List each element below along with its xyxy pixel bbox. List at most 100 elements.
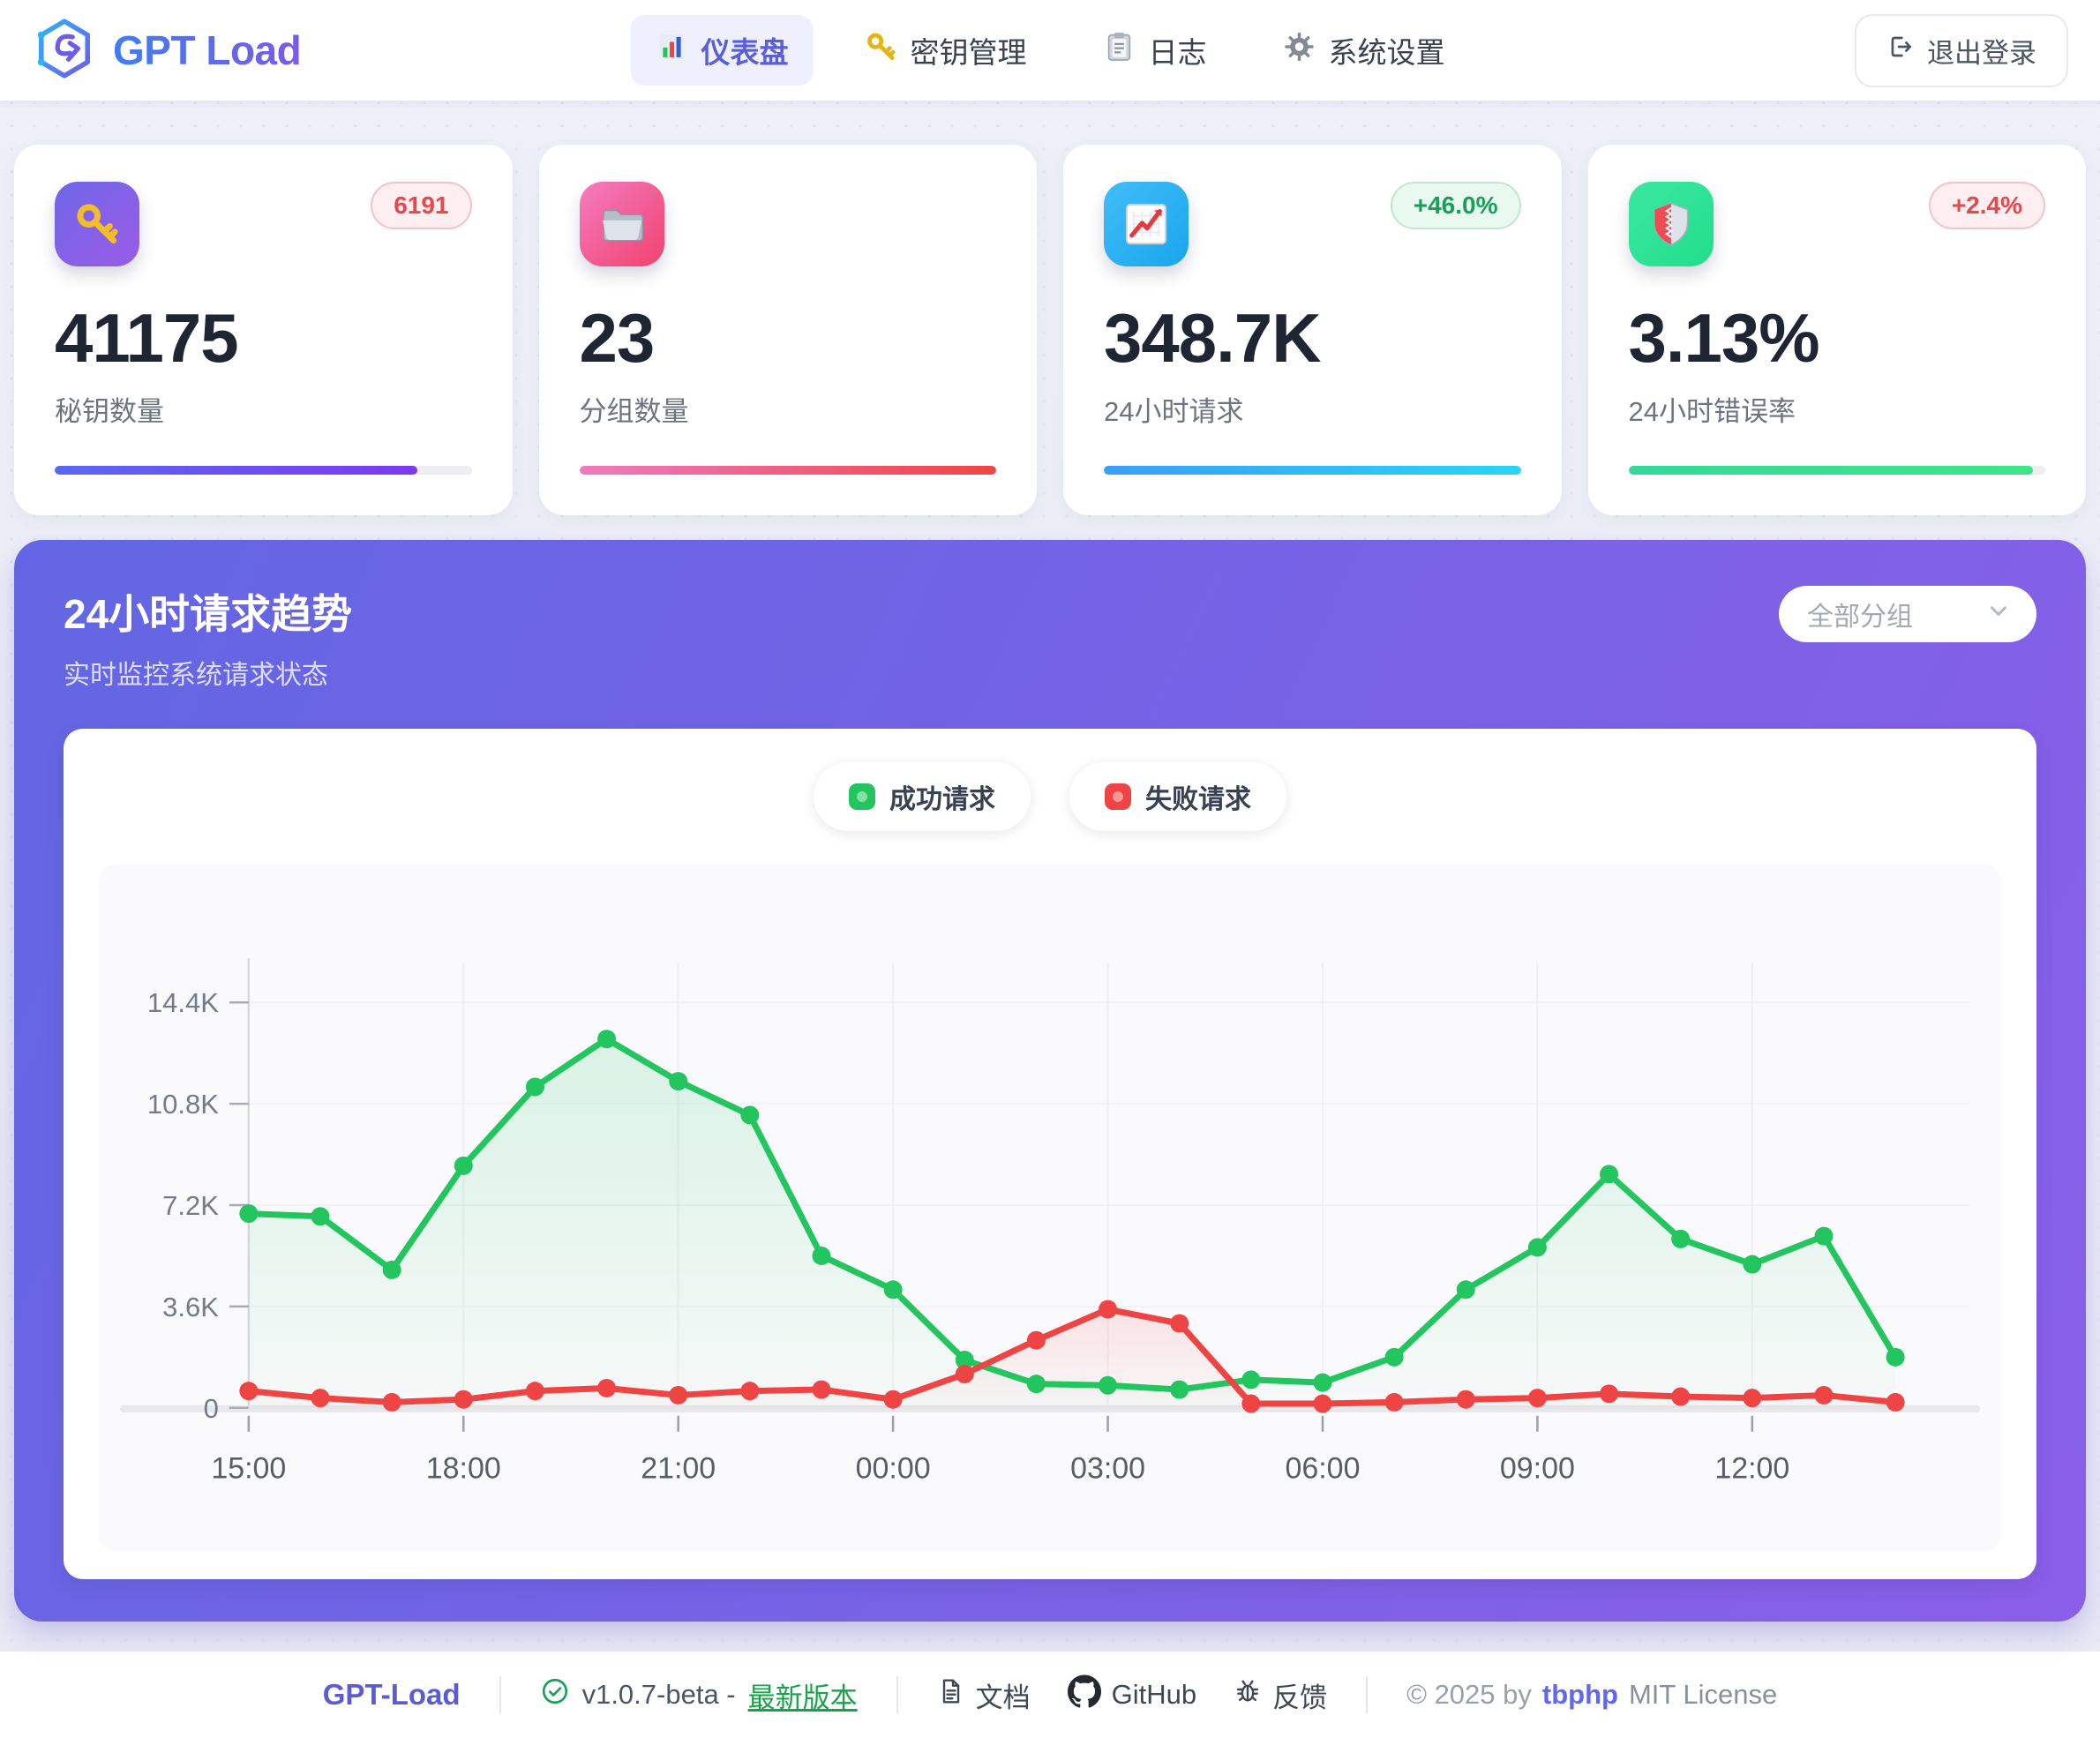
main-content: 6191 41175 秘钥数量 23 分组数量 [0, 101, 2100, 1650]
stat-progress-track [579, 466, 996, 475]
stat-progress-track [55, 466, 472, 475]
stat-value: 3.13% [1628, 299, 1820, 377]
legend-failure[interactable]: 失败请求 [1069, 762, 1286, 831]
chart-increasing-icon [1104, 182, 1189, 266]
trend-title: 24小时请求趋势 [64, 591, 353, 637]
github-icon [1067, 1674, 1101, 1715]
github-link[interactable]: GitHub [1067, 1674, 1197, 1715]
svg-text:14.4K: 14.4K [147, 987, 219, 1018]
logout-button[interactable]: 退出登录 [1855, 13, 2068, 87]
nav-label: 系统设置 [1328, 36, 1445, 69]
svg-text:0: 0 [204, 1393, 219, 1424]
svg-text:3.6K: 3.6K [162, 1292, 219, 1322]
svg-text:09:00: 09:00 [1500, 1452, 1575, 1486]
footer-version: v1.0.7-beta - 最新版本 [540, 1675, 858, 1715]
stat-value: 23 [579, 299, 656, 377]
divider [499, 1676, 501, 1713]
nav-label: 密钥管理 [910, 36, 1027, 69]
brand[interactable]: GPT Load [32, 16, 302, 86]
logout-icon [1886, 33, 1915, 68]
key-icon [55, 182, 139, 266]
stat-progress-fill [579, 466, 996, 475]
stat-card-groups: 23 分组数量 [538, 145, 1037, 515]
nav-key-management[interactable]: 密钥管理 [840, 15, 1052, 86]
stat-badge: +46.0% [1390, 182, 1521, 230]
divider [896, 1676, 898, 1713]
feedback-label: 反馈 [1272, 1682, 1328, 1713]
stat-value: 348.7K [1104, 299, 1322, 377]
svg-text:15:00: 15:00 [211, 1452, 286, 1486]
stat-card-requests: +46.0% 348.7K 24小时请求 [1063, 145, 1562, 515]
app-logo-icon [32, 16, 97, 86]
trend-subtitle: 实时监控系统请求状态 [64, 661, 328, 690]
nav-logs[interactable]: 日志 [1078, 15, 1232, 86]
stat-label: 24小时请求 [1104, 396, 1244, 427]
stat-progress-fill [1628, 466, 2033, 475]
trend-panel: 24小时请求趋势 实时监控系统请求状态 全部分组 成功请求 失败请求 [14, 540, 2086, 1622]
svg-text:10.8K: 10.8K [147, 1089, 219, 1120]
svg-text:03:00: 03:00 [1070, 1452, 1145, 1486]
failure-swatch-icon [1105, 783, 1131, 810]
document-icon [937, 1677, 965, 1712]
footer-copyright: © 2025 by tbphp MIT License [1406, 1679, 1777, 1711]
stat-badge: 6191 [371, 182, 472, 230]
legend-success[interactable]: 成功请求 [814, 762, 1031, 831]
latest-version-link[interactable]: 最新版本 [747, 1682, 858, 1713]
folder-icon [579, 182, 664, 266]
clipboard-icon [1103, 30, 1136, 71]
feedback-link[interactable]: 反馈 [1234, 1675, 1327, 1715]
bar-chart-icon [656, 30, 689, 71]
divider [1366, 1676, 1369, 1713]
logout-label: 退出登录 [1927, 37, 2036, 69]
nav-label: 仪表盘 [701, 36, 789, 69]
stats-row: 6191 41175 秘钥数量 23 分组数量 [14, 145, 2086, 515]
check-circle-icon [540, 1676, 570, 1713]
gear-icon [1283, 30, 1316, 71]
author-link[interactable]: tbphp [1541, 1679, 1618, 1710]
github-label: GitHub [1111, 1679, 1197, 1710]
legend-label: 成功请求 [889, 785, 995, 814]
main-nav: 仪表盘 密钥管理 [630, 15, 1470, 86]
stat-label: 秘钥数量 [55, 396, 164, 427]
footer-brand: GPT-Load [322, 1678, 461, 1711]
app-header: GPT Load 仪表盘 [0, 0, 2100, 101]
nav-label: 日志 [1148, 36, 1207, 69]
svg-text:00:00: 00:00 [856, 1452, 931, 1486]
svg-text:7.2K: 7.2K [162, 1190, 219, 1221]
app-footer: GPT-Load v1.0.7-beta - 最新版本 文档 [0, 1650, 2100, 1738]
group-filter-select[interactable]: 全部分组 [1779, 586, 2036, 642]
stat-label: 24小时错误率 [1628, 396, 1796, 427]
stat-card-error-rate: +2.4% 3.13% 24小时错误率 [1587, 145, 2086, 515]
nav-settings[interactable]: 系统设置 [1258, 15, 1470, 86]
copyright-text: © 2025 by [1406, 1679, 1532, 1710]
key-icon [865, 30, 898, 71]
docs-label: 文档 [975, 1682, 1031, 1713]
stat-card-keys: 6191 41175 秘钥数量 [14, 145, 513, 515]
footer-links: 文档 GitHub 反馈 [937, 1674, 1327, 1715]
svg-text:12:00: 12:00 [1714, 1452, 1789, 1486]
stat-progress-track [1628, 466, 2045, 475]
stat-badge: +2.4% [1928, 182, 2045, 230]
nav-dashboard[interactable]: 仪表盘 [630, 15, 814, 86]
stat-progress-track [1104, 466, 1521, 475]
group-filter-value: 全部分组 [1807, 603, 1913, 632]
chevron-down-icon [1985, 597, 2012, 631]
shield-icon [1628, 182, 1714, 266]
version-text: v1.0.7-beta - [581, 1679, 736, 1710]
license-text: MIT License [1628, 1679, 1778, 1710]
svg-text:21:00: 21:00 [641, 1452, 716, 1486]
stat-label: 分组数量 [579, 396, 689, 427]
success-swatch-icon [849, 783, 875, 810]
svg-text:18:00: 18:00 [426, 1452, 501, 1486]
stat-progress-fill [55, 466, 418, 475]
bug-icon [1234, 1677, 1262, 1712]
plot-area: 0 3.6K 7.2K 10.8K 14.4K 15:00 18:00 21:00 00:00 0… [99, 865, 2001, 1551]
trend-line-chart[interactable]: 0 3.6K 7.2K 10.8K 14.4K 15:00 18:00 21:00 00:00 0… [99, 888, 2001, 1546]
chart-legend: 成功请求 失败请求 [99, 762, 2001, 831]
stat-value: 41175 [55, 299, 239, 377]
legend-label: 失败请求 [1145, 785, 1251, 814]
svg-text:06:00: 06:00 [1285, 1452, 1360, 1486]
brand-title: GPT Load [113, 27, 302, 73]
docs-link[interactable]: 文档 [937, 1675, 1031, 1715]
